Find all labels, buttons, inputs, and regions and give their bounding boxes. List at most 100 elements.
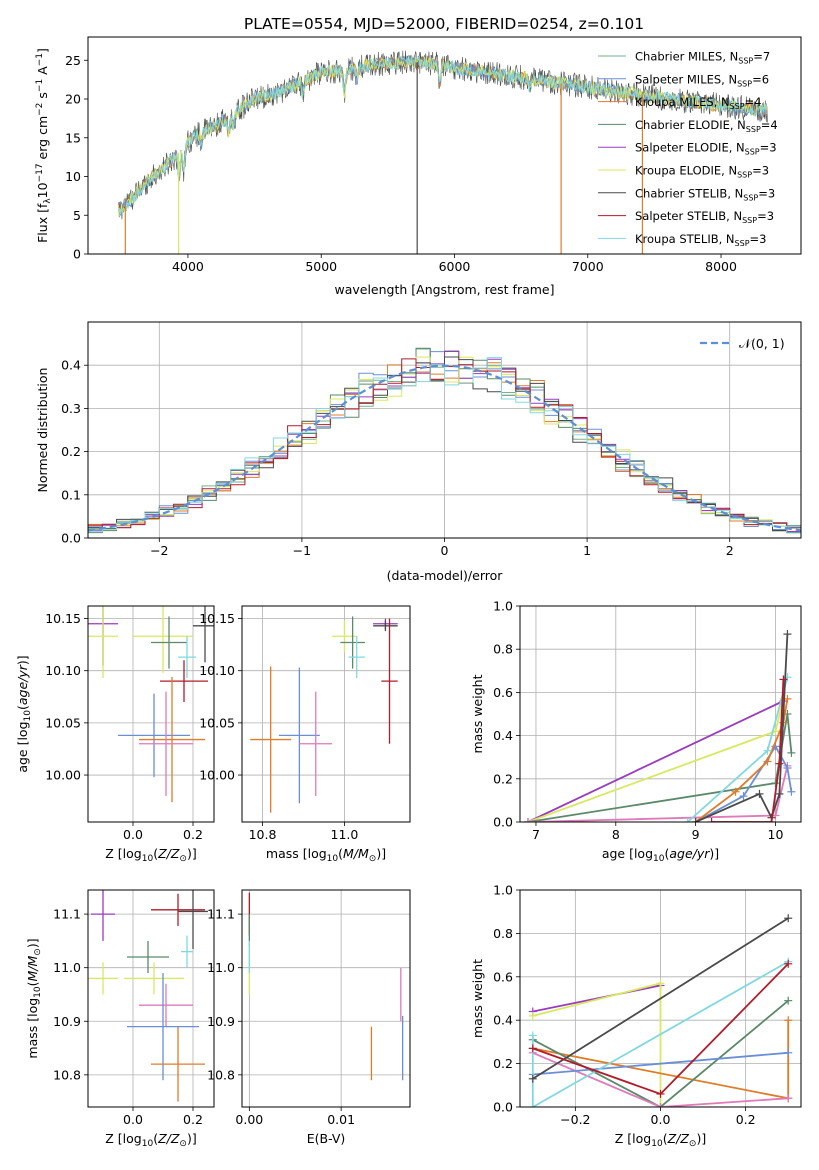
x-tick-label: −1 [293,543,311,558]
weight-marker [775,789,784,798]
weight-marker [783,764,792,772]
error-point [139,676,205,803]
x-tick-label: 7 [532,827,540,842]
error-point [250,666,292,813]
axes-frame [87,889,215,1108]
legend-label: Kroupa STELIB, NSSP=3 [635,232,766,248]
axes-frame [87,36,802,255]
y-tick-label: 20 [65,92,81,107]
x-tick-label: 6000 [439,259,471,274]
x-tick-label: −0.2 [560,1112,590,1127]
x-tick-label: 0.0 [123,1112,143,1127]
weight-marker [528,1011,537,1020]
legend-label: Salpeter STELIB, NSSP=3 [635,209,774,225]
x-tick-label: 2 [726,543,734,558]
x-tick-label: −2 [150,543,168,558]
y-tick-label: 0.2 [493,1056,513,1071]
error-point [381,618,398,744]
axes-mass-Z: 0.0 0.2 10.8 10.9 11.0 11.1 Z [log10(Z/Z⊙)] mas… [25,889,215,1149]
legend-label: Chabrier MILES, NSSP=7 [635,50,770,66]
y-tick-label: 0.8 [493,642,513,657]
y-axis-label: mass weight [470,674,485,753]
x-axis-label: Z [log10(Z/Z⊙)] [615,1131,706,1149]
x-tick-label: 11.0 [331,827,359,842]
error-point [178,890,208,949]
x-axis-label: mass [log10(M/M⊙)] [266,846,386,864]
axes-frame [519,605,802,823]
plot-area [248,892,404,1081]
weight-marker [523,818,532,822]
y-axis-label: Normed distribution [35,368,50,493]
y-tick-label: 10.05 [45,715,81,730]
y-tick-label: 5 [73,208,81,223]
y-tick-label: 0.4 [493,728,513,743]
axes-mass-EBV: 0.00 0.01 10.8 10.9 11.0 11.1 E(B-V) [207,889,411,1146]
weight-marker [707,818,716,822]
x-tick-label: 7000 [572,259,604,274]
x-tick-label: 4000 [172,259,204,274]
y-axis-label: mass weight [470,959,485,1038]
x-tick-label: 8000 [705,259,737,274]
error-point [299,691,333,796]
weight-marker [656,1089,665,1098]
weight-marker [779,675,788,684]
axes-frame [241,605,411,823]
axes-spectrum: 4000 5000 6000 7000 8000 0 5 10 15 20 25 wavelength… [35,36,802,297]
y-tick-label: 10.9 [53,1014,81,1029]
x-tick-label: 9 [692,827,700,842]
weight-marker [787,748,796,757]
y-tick-label: 0.2 [61,444,81,459]
legend-label: 𝒩(0, 1) [739,336,785,351]
x-tick-label: 0.0 [123,827,143,842]
weight-line [532,1051,789,1076]
error-point [348,636,365,678]
axes-residuals: −2 −1 0 1 2 0.0 0.1 0.2 0.3 0.4 (data-model)/error… [35,321,802,583]
y-tick-label: 0.6 [493,685,513,700]
plot-area [88,890,208,1102]
y-tick-label: 10.10 [199,663,235,678]
error-point [278,667,320,804]
y-tick-label: 0.0 [61,531,81,546]
error-point [88,606,118,678]
y-tick-label: 0.6 [493,969,513,984]
y-tick-label: 0.3 [61,401,81,416]
figure-title: PLATE=0554, MJD=52000, FIBERID=0254, z=0… [244,15,644,33]
weight-line [527,700,784,822]
x-axis-label: E(B-V) [307,1131,346,1146]
weight-marker [787,787,796,796]
y-tick-label: 10.15 [45,611,81,626]
y-tick-label: 0.4 [61,358,81,373]
plot-area [88,347,801,534]
weight-marker [528,1044,537,1053]
weight-marker [755,789,764,798]
weight-marker [683,818,692,822]
y-axis-label: Flux [fλ10−17 erg cm−2 s−1 A−1] [35,48,53,243]
axes-frame [87,605,215,823]
y-tick-label: 10.9 [207,1014,235,1029]
weight-marker [656,1103,665,1107]
y-tick-label: 0.8 [493,926,513,941]
error-point [124,962,184,995]
plot-area [528,914,793,1107]
error-point [139,691,193,796]
y-tick-label: 0 [73,247,81,262]
x-tick-label: 10 [768,827,784,842]
y-tick-label: 11.1 [53,907,81,922]
x-tick-label: 0.0 [651,1112,671,1127]
error-point [151,616,187,669]
legend-label: Kroupa ELODIE, NSSP=3 [635,164,769,180]
axes-frame [241,889,411,1108]
weight-marker [763,746,772,755]
weight-marker [775,759,784,768]
error-point [373,620,398,632]
error-point [91,890,115,941]
error-point [178,636,196,678]
error-point [127,973,199,1081]
weight-line [711,679,785,822]
y-tick-label: 10.15 [199,611,235,626]
error-point [127,940,169,974]
axes-weight-Z: −0.2 0.0 0.2 0.0 0.2 0.4 0.6 0.8 1.0 mass weight Z… [470,883,802,1149]
y-tick-label: 11.0 [53,960,81,975]
y-tick-label: 0.2 [493,771,513,786]
x-axis-label: age [log10(age/yr)] [602,846,719,864]
